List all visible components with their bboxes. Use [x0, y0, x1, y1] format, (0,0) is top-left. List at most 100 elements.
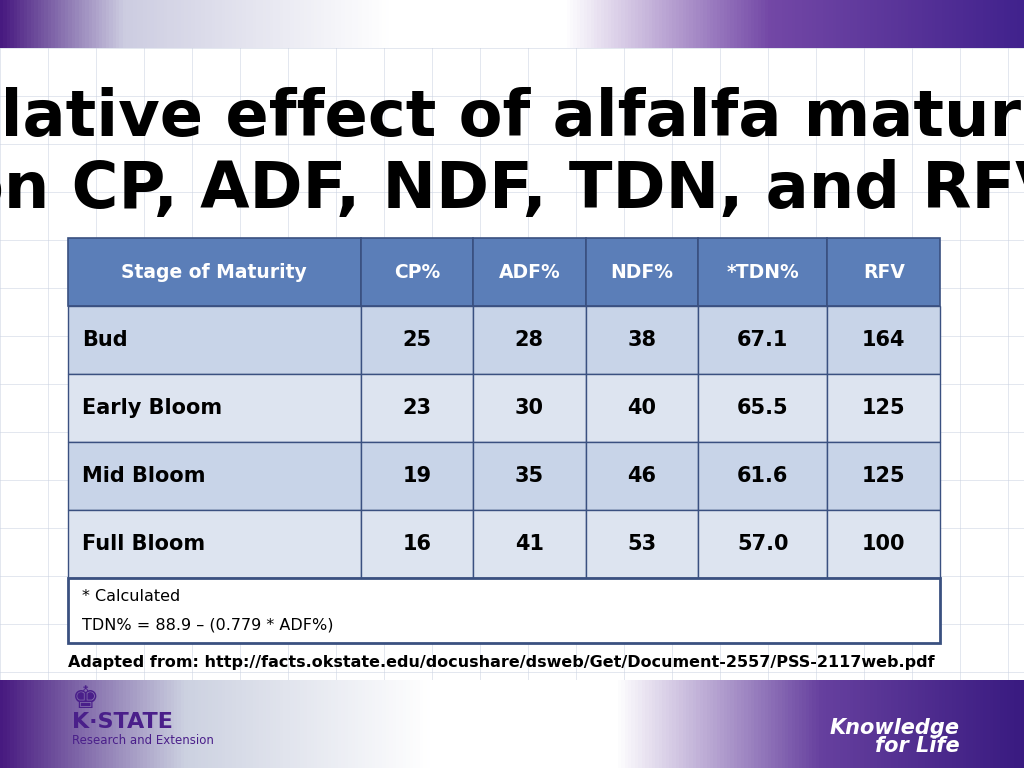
Bar	[167, 0, 172, 48]
Bar	[698, 374, 827, 442]
Bar	[1014, 0, 1018, 48]
Text: 100: 100	[862, 534, 905, 554]
Bar	[328, 0, 332, 48]
Bar	[850, 0, 854, 48]
Bar	[625, 0, 629, 48]
Bar	[61, 0, 66, 48]
Text: Relative effect of alfalfa maturity: Relative effect of alfalfa maturity	[0, 87, 1024, 150]
Bar	[973, 0, 977, 48]
Bar	[822, 680, 827, 768]
Bar	[287, 0, 291, 48]
Bar	[901, 680, 905, 768]
Bar	[68, 306, 360, 374]
Bar	[161, 680, 165, 768]
Text: 25: 25	[402, 330, 431, 350]
Bar	[215, 680, 219, 768]
Bar	[123, 680, 127, 768]
Bar	[92, 680, 96, 768]
Bar	[215, 0, 219, 48]
Bar	[249, 0, 254, 48]
Bar	[976, 0, 981, 48]
Bar	[586, 442, 698, 510]
Bar	[433, 680, 438, 768]
Bar	[447, 0, 452, 48]
Bar	[133, 680, 137, 768]
Bar	[249, 680, 254, 768]
Bar	[586, 374, 698, 442]
Bar	[529, 680, 534, 768]
Bar	[317, 680, 322, 768]
Bar	[827, 510, 940, 578]
Bar	[955, 0, 961, 48]
Bar	[13, 680, 18, 768]
Text: Research and Extension: Research and Extension	[72, 733, 214, 746]
Bar	[478, 0, 482, 48]
Bar	[829, 0, 834, 48]
Bar	[13, 0, 18, 48]
Bar	[717, 680, 721, 768]
Bar	[212, 0, 216, 48]
Bar	[655, 680, 659, 768]
Bar	[669, 0, 674, 48]
Bar	[458, 680, 462, 768]
Bar	[263, 680, 267, 768]
Bar	[300, 680, 305, 768]
Bar	[648, 0, 653, 48]
Bar	[7, 680, 11, 768]
Bar	[904, 0, 909, 48]
Bar	[683, 0, 687, 48]
Bar	[75, 0, 80, 48]
Bar	[698, 442, 827, 510]
Bar	[778, 0, 782, 48]
Text: 125: 125	[862, 398, 905, 418]
Text: 40: 40	[628, 398, 656, 418]
Bar	[586, 238, 698, 306]
Bar	[904, 680, 909, 768]
Bar	[525, 0, 530, 48]
Bar	[532, 0, 537, 48]
Bar	[658, 0, 664, 48]
Bar	[167, 680, 172, 768]
Bar	[174, 680, 178, 768]
Bar	[986, 680, 991, 768]
Bar	[266, 0, 270, 48]
Bar	[727, 0, 731, 48]
Bar	[360, 442, 473, 510]
Bar	[556, 0, 561, 48]
Bar	[276, 0, 281, 48]
Bar	[473, 374, 586, 442]
Bar	[440, 680, 444, 768]
Bar	[703, 0, 708, 48]
Bar	[420, 0, 424, 48]
Bar	[546, 680, 551, 768]
Bar	[990, 0, 994, 48]
Bar	[437, 0, 441, 48]
Bar	[698, 510, 827, 578]
Bar	[68, 374, 360, 442]
Bar	[280, 680, 285, 768]
Bar	[724, 680, 728, 768]
Bar	[826, 0, 830, 48]
Bar	[751, 0, 756, 48]
Bar	[348, 0, 352, 48]
Bar	[949, 680, 953, 768]
Bar	[710, 680, 715, 768]
Bar	[20, 0, 25, 48]
Bar	[881, 0, 885, 48]
Bar	[632, 680, 636, 768]
Bar	[24, 680, 29, 768]
Bar	[48, 680, 52, 768]
Bar	[130, 0, 134, 48]
Bar	[65, 680, 70, 768]
Bar	[420, 680, 424, 768]
Bar	[225, 680, 229, 768]
Bar	[591, 0, 595, 48]
Bar	[208, 680, 213, 768]
Bar	[89, 680, 93, 768]
Bar	[812, 0, 817, 48]
Bar	[1004, 680, 1008, 768]
Bar	[980, 0, 984, 48]
Bar	[686, 0, 690, 48]
Bar	[822, 0, 827, 48]
Bar	[990, 680, 994, 768]
